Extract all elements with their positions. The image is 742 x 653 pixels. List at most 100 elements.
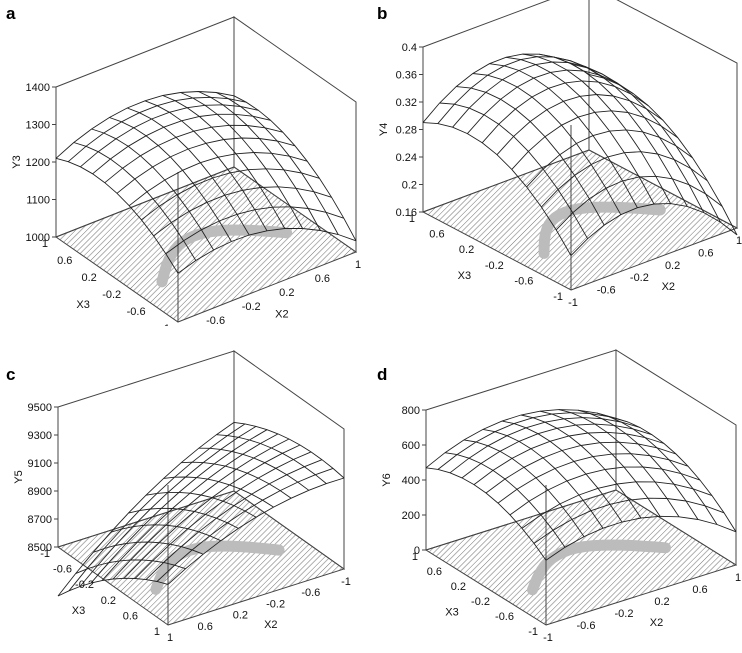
z-tick-label: 0.2 [402,180,417,192]
z-tick-label: 8500 [28,542,52,554]
y-tick-label: 1 [42,238,48,250]
mesh-line [215,92,339,235]
z-tick-label: 1000 [26,232,50,244]
x-tick-label: -0.2 [242,301,261,313]
mesh-line [198,91,321,231]
x-tick-label: 1 [355,259,361,271]
z-tick-label: 0 [414,545,420,557]
z-tick-label: 9100 [28,458,52,470]
z-tick-label: 600 [402,440,420,452]
surface-plot-a: 1000 1100 1200 1300 1400 Y3 -1 -0.6 -0.2 0.2 0.6 1 X… [11,16,361,326]
mesh-line [67,96,247,163]
mesh-line [425,409,617,469]
y-tick-label: 0.6 [429,229,444,241]
mesh-line [467,69,634,134]
y-tick-label: -0.2 [75,579,94,591]
x-tick-label: 0.2 [665,260,680,272]
y-tick-label: 1 [412,551,418,563]
x-tick-label: 0.6 [698,247,713,259]
mesh-line [422,53,590,123]
x-tick-label: 0.2 [654,596,669,608]
mesh-line [496,94,664,156]
y-tick-label: 0.2 [82,272,97,284]
mesh-line [79,426,257,587]
mesh-line [181,461,292,499]
z-tick-label: 1200 [26,157,50,169]
z-tick-label: 200 [402,510,420,522]
z-tick-label: 400 [402,475,420,487]
mesh-line [473,431,665,485]
x-tick-label: 0.6 [198,621,213,633]
panel-label-c: c [6,365,16,384]
mesh-line [101,433,279,581]
z-tick-label: 0.36 [396,70,417,82]
contour-band [538,201,666,259]
mesh-line [233,421,345,479]
mesh-line [55,91,235,159]
y-tick-label: 1 [154,626,160,638]
mesh-line [112,438,290,580]
z-tick-label: 8700 [28,514,52,526]
x-tick-label: -0.6 [206,315,225,326]
mesh-line [461,423,653,479]
chart-panel-a: 1000 1100 1200 1300 1400 Y3 -1 -0.6 -0.2 0.2 0.6 1 X… [0,0,371,326]
panel-label-d: d [377,365,388,384]
y-axis-label: X3 [76,299,89,311]
z-axis-label: Y6 [381,473,393,486]
chart-panel-b: 0.16 0.2 0.24 0.28 0.32 0.36 0.4 Y4 -1 -0.6 -0.2 0.… [371,0,742,326]
z-tick-label: 0.32 [396,97,417,109]
y-axis-label: X3 [458,270,471,282]
z-tick-label: 0.4 [402,42,417,54]
mesh-line [80,104,259,168]
z-axis-label: Y5 [13,470,25,483]
mesh-line [481,80,649,144]
mesh-line [539,410,661,517]
z-tick-label: 1300 [26,120,50,132]
mesh-line [437,412,629,470]
y-tick-label: 0.2 [101,595,116,607]
y-tick-label: -0.2 [471,596,490,608]
mesh-line [167,477,345,585]
mesh-line [162,95,286,229]
x-tick-label: 0.6 [692,584,707,596]
mesh-line [233,95,357,242]
x-tick-label: -0.2 [266,598,285,610]
z-tick-label: 9300 [28,430,52,442]
y-tick-label: 0.6 [57,255,72,267]
y-tick-label: 0.2 [451,581,466,593]
x-tick-label: 0.2 [279,287,294,299]
y-tick-label: -1 [528,626,538,638]
mesh-line [558,409,680,518]
y-tick-label: -0.6 [53,564,72,576]
y-tick-label: 1 [409,213,415,225]
surface-plot-c: 850087008900910093009500Y510.60.2-0.2-0.… [13,350,351,644]
z-tick-label: 9500 [28,402,52,414]
x-tick-label: 1 [736,235,742,247]
mesh-line [437,56,605,124]
x-tick-label: -0.2 [615,608,634,620]
x-tick-label: -0.6 [301,587,320,599]
y-tick-label: 0.6 [123,610,138,622]
x-tick-label: -0.6 [577,620,596,632]
contour-band [156,224,293,288]
mesh-line [90,429,268,584]
x-axis-label: X2 [650,617,663,629]
z-tick-label: 1100 [26,195,50,207]
mesh-line [577,409,699,520]
mesh-line [596,412,718,525]
mesh-line [522,53,671,204]
x-axis-label: X2 [662,281,675,293]
x-tick-label: -0.6 [597,285,616,297]
y-tick-label: -0.2 [102,289,121,301]
chart-panel-c: 8500 8700 8900 9100 9300 9500 Y5 1 0.6 0.2 -0.2 -0.… [0,327,371,653]
x-tick-label: 1 [167,632,173,644]
mesh-line [615,417,737,533]
z-tick-label: 0.16 [396,207,417,219]
x-tick-label: -0.2 [630,272,649,284]
y-axis-label: X3 [445,606,458,618]
mesh-line [198,447,310,491]
y-tick-label: -1 [553,291,563,303]
y-tick-label: 0.2 [459,244,474,256]
panel-label-a: a [6,4,16,23]
mesh-line [485,441,677,494]
